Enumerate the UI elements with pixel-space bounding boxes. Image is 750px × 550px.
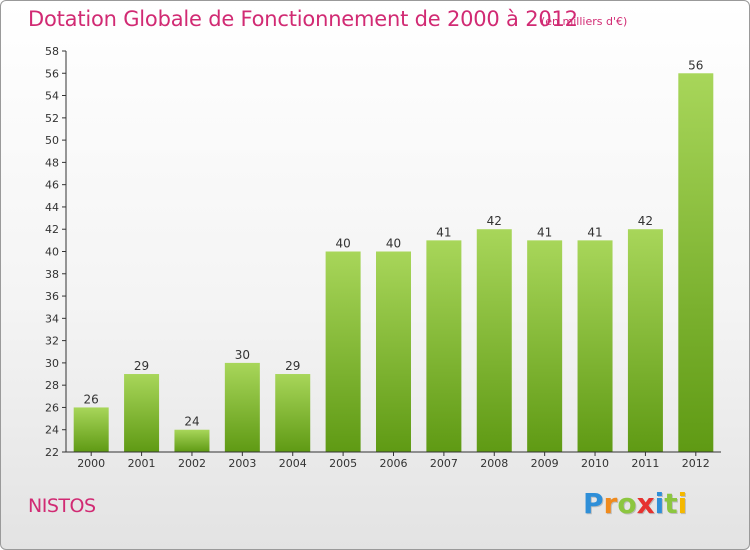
x-tick-label: 2007	[430, 457, 458, 470]
bar-2001	[124, 374, 160, 452]
y-tick-label: 24	[45, 424, 59, 437]
x-tick-label: 2006	[380, 457, 408, 470]
data-label: 29	[285, 359, 300, 373]
x-tick-label: 2005	[329, 457, 357, 470]
bar-2009	[527, 240, 563, 452]
x-tick-label: 2004	[279, 457, 307, 470]
data-label: 41	[537, 225, 552, 239]
bar-2008	[476, 229, 512, 452]
commune-name: NISTOS	[28, 495, 96, 517]
logo-letter: i	[677, 487, 688, 520]
x-tick-label: 2010	[581, 457, 609, 470]
y-tick-label: 22	[45, 446, 59, 459]
y-tick-label: 54	[45, 90, 59, 103]
x-tick-label: 2009	[531, 457, 559, 470]
bar-2002	[174, 429, 210, 452]
logo-letter: o	[617, 487, 637, 520]
y-tick-label: 42	[45, 223, 59, 236]
data-label: 42	[638, 214, 653, 228]
y-tick-label: 36	[45, 290, 59, 303]
x-tick-label: 2012	[682, 457, 710, 470]
chart-unit: (en milliers d'€)	[541, 15, 628, 28]
data-label: 30	[235, 348, 250, 362]
y-tick-label: 26	[45, 401, 59, 414]
y-tick-label: 34	[45, 312, 59, 325]
x-tick-label: 2002	[178, 457, 206, 470]
x-tick-label: 2001	[128, 457, 156, 470]
data-label: 40	[386, 237, 401, 251]
y-tick-label: 40	[45, 246, 59, 259]
data-label: 42	[487, 214, 502, 228]
data-label: 24	[184, 415, 199, 429]
data-label: 41	[587, 225, 602, 239]
bar-2005	[325, 251, 361, 452]
data-label: 40	[335, 237, 350, 251]
chart-title: Dotation Globale de Fonctionnement de 20…	[28, 7, 578, 31]
proxiti-logo: Proxiti	[583, 487, 687, 520]
y-tick-label: 50	[45, 134, 59, 147]
data-label: 29	[134, 359, 149, 373]
x-tick-label: 2011	[631, 457, 659, 470]
y-tick-label: 56	[45, 67, 59, 80]
data-label: 56	[688, 58, 703, 72]
bar-2006	[376, 251, 411, 452]
bar-2007	[426, 240, 462, 452]
bar-2000	[73, 407, 109, 452]
y-tick-label: 48	[45, 156, 59, 169]
logo-letter: r	[603, 487, 618, 520]
x-tick-label: 2000	[77, 457, 105, 470]
y-tick-label: 32	[45, 335, 59, 348]
bar-2004	[275, 374, 311, 452]
y-tick-label: 38	[45, 268, 59, 281]
logo-letter: P	[583, 487, 604, 520]
logo-letter: x	[636, 487, 655, 520]
data-label: 26	[84, 392, 99, 406]
y-tick-label: 46	[45, 179, 59, 192]
logo-letter: i	[654, 487, 665, 520]
bar-2012	[678, 73, 714, 453]
y-tick-label: 52	[45, 112, 59, 125]
y-tick-label: 58	[45, 45, 59, 58]
y-tick-label: 44	[45, 201, 59, 214]
x-tick-label: 2008	[480, 457, 508, 470]
bar-2011	[627, 229, 663, 452]
y-tick-label: 30	[45, 357, 59, 370]
bar-2010	[577, 240, 613, 452]
x-tick-label: 2003	[228, 457, 256, 470]
y-tick-label: 28	[45, 379, 59, 392]
bar-2003	[224, 362, 260, 452]
data-label: 41	[436, 225, 451, 239]
logo-letter: t	[664, 487, 678, 520]
